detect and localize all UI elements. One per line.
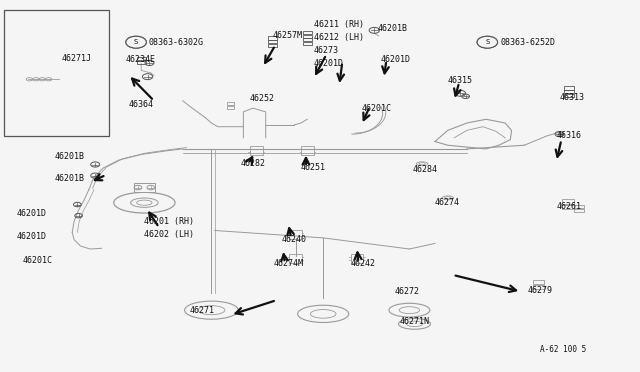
Circle shape xyxy=(126,36,147,48)
Bar xyxy=(303,42,312,45)
Text: S: S xyxy=(485,39,490,45)
Bar xyxy=(564,94,574,97)
Text: 46271N: 46271N xyxy=(400,317,430,326)
Bar xyxy=(564,87,574,90)
Text: 46313: 46313 xyxy=(559,93,584,102)
Bar xyxy=(137,57,146,60)
Circle shape xyxy=(477,36,497,48)
Text: 46202 (LH): 46202 (LH) xyxy=(145,230,195,239)
Bar xyxy=(303,31,312,34)
Bar xyxy=(573,209,584,212)
Bar xyxy=(227,106,234,109)
Text: 46211 (RH): 46211 (RH) xyxy=(314,20,364,29)
Text: 46315: 46315 xyxy=(448,76,473,85)
Text: S: S xyxy=(134,39,138,45)
Text: 46242: 46242 xyxy=(351,259,376,268)
Bar xyxy=(268,40,276,43)
Bar xyxy=(573,205,584,208)
Text: 46272: 46272 xyxy=(395,287,420,296)
Bar xyxy=(532,285,544,289)
Text: A-62 100 5: A-62 100 5 xyxy=(540,345,587,354)
Text: 46257M: 46257M xyxy=(272,31,302,41)
Text: 46251: 46251 xyxy=(301,163,326,172)
Bar xyxy=(250,146,262,155)
Text: 46274: 46274 xyxy=(435,198,460,207)
Bar xyxy=(227,102,234,105)
Text: 46274M: 46274M xyxy=(274,259,304,268)
Text: 46271J: 46271J xyxy=(61,54,92,62)
Bar xyxy=(289,254,302,263)
Text: 46234E: 46234E xyxy=(125,55,156,64)
Text: 46201B: 46201B xyxy=(55,152,85,161)
Text: 46201 (RH): 46201 (RH) xyxy=(145,217,195,226)
Text: 46201B: 46201B xyxy=(55,174,85,183)
Text: 46201D: 46201D xyxy=(381,55,411,64)
Text: 46271: 46271 xyxy=(189,307,214,315)
Text: S: S xyxy=(134,39,138,45)
Text: 46364: 46364 xyxy=(129,100,154,109)
Bar xyxy=(137,61,146,64)
Text: 46201C: 46201C xyxy=(362,104,392,113)
Bar xyxy=(301,146,314,155)
Text: 46201D: 46201D xyxy=(17,209,47,218)
Bar xyxy=(268,44,276,47)
Text: 46201B: 46201B xyxy=(378,24,408,33)
Text: 46284: 46284 xyxy=(413,165,438,174)
Text: 46240: 46240 xyxy=(282,235,307,244)
Circle shape xyxy=(126,36,147,48)
Bar xyxy=(562,205,573,209)
Bar xyxy=(4,10,109,136)
Bar xyxy=(268,36,276,39)
Text: 46316: 46316 xyxy=(556,131,581,141)
Text: 46252: 46252 xyxy=(250,94,275,103)
Text: 46201D: 46201D xyxy=(314,59,344,68)
Bar xyxy=(532,280,544,284)
Text: 46279: 46279 xyxy=(527,286,552,295)
Circle shape xyxy=(477,36,497,48)
Bar xyxy=(134,183,155,192)
Text: 08363-6302G: 08363-6302G xyxy=(149,38,204,47)
Text: 46282: 46282 xyxy=(240,159,265,168)
Text: 46212 (LH): 46212 (LH) xyxy=(314,33,364,42)
Text: S: S xyxy=(485,39,490,45)
Text: 46201D: 46201D xyxy=(17,231,47,241)
Text: 46273: 46273 xyxy=(314,46,339,55)
Bar xyxy=(303,38,312,41)
Bar xyxy=(564,90,574,93)
Bar xyxy=(303,35,312,38)
Text: 08363-6252D: 08363-6252D xyxy=(500,38,555,47)
Bar xyxy=(351,254,364,263)
Bar xyxy=(289,231,302,239)
Text: 46201C: 46201C xyxy=(23,256,53,264)
Text: 46261: 46261 xyxy=(556,202,581,211)
Bar xyxy=(562,199,573,204)
